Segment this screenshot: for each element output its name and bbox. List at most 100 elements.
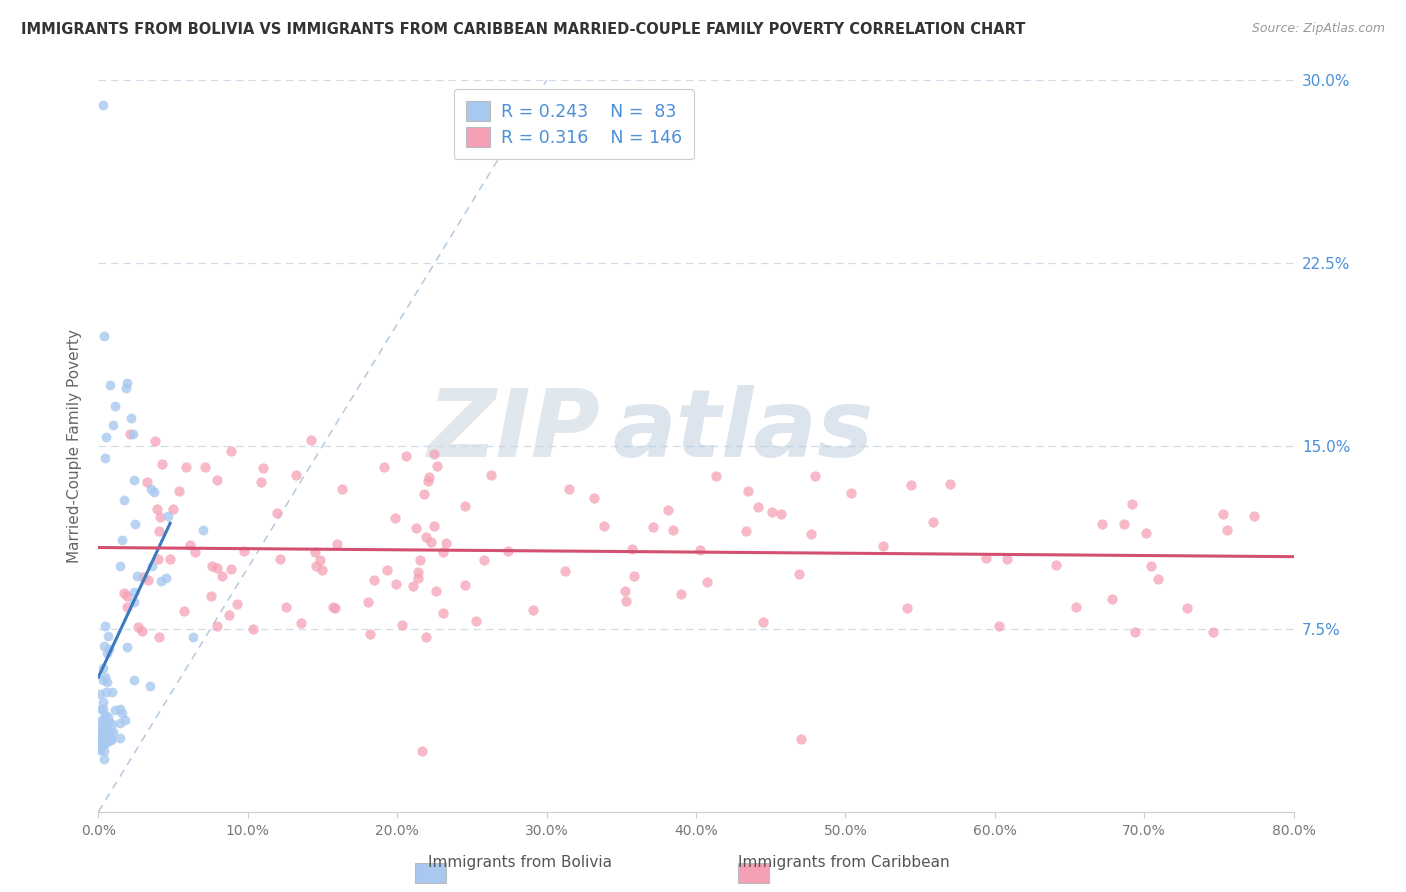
Point (115, 376, 138, 390)
Point (122, 673, 145, 687)
Point (412, 487, 434, 501)
Point (93, 720, 115, 734)
Point (122, 473, 145, 487)
Point (304, 545, 326, 559)
Point (305, 558, 328, 573)
Point (97, 641, 120, 656)
Point (93, 619, 115, 633)
Point (432, 606, 454, 620)
Point (395, 449, 418, 463)
Point (117, 600, 139, 615)
Point (91, 737, 114, 751)
Point (465, 615, 488, 629)
Point (181, 630, 204, 644)
Point (426, 458, 449, 473)
Point (770, 507, 793, 521)
Point (115, 640, 138, 654)
Point (325, 537, 347, 551)
Point (93, 329, 115, 343)
Point (110, 533, 132, 547)
Point (150, 574, 173, 589)
Point (385, 577, 408, 591)
Point (97, 629, 120, 643)
Point (115, 381, 138, 395)
Point (179, 538, 201, 552)
Point (322, 600, 344, 615)
Point (900, 478, 922, 492)
Point (138, 574, 160, 588)
Point (91, 673, 114, 687)
Point (176, 459, 198, 474)
Point (91, 722, 114, 736)
Point (405, 521, 427, 535)
Point (896, 601, 918, 615)
Point (623, 569, 645, 583)
Point (173, 604, 195, 618)
Y-axis label: Married-Couple Family Poverty: Married-Couple Family Poverty (67, 329, 83, 563)
Point (735, 524, 758, 539)
Point (121, 426, 143, 441)
Point (205, 473, 228, 487)
Point (411, 744, 433, 758)
Point (1045, 558, 1067, 572)
Point (415, 530, 437, 544)
Point (101, 717, 124, 731)
Point (373, 459, 395, 474)
Point (100, 732, 122, 747)
Point (124, 517, 146, 532)
Point (98, 725, 121, 739)
Text: atlas: atlas (613, 385, 873, 477)
Point (1147, 573, 1170, 587)
Point (252, 461, 274, 475)
Point (143, 485, 166, 500)
Point (111, 706, 134, 720)
Point (357, 595, 380, 609)
Point (290, 615, 312, 630)
Point (200, 589, 222, 603)
Point (89, 687, 111, 701)
Point (557, 482, 579, 496)
Point (409, 552, 432, 566)
Point (194, 459, 217, 474)
Point (131, 624, 153, 638)
Point (91, 726, 114, 740)
Point (974, 551, 997, 566)
Point (93, 744, 115, 758)
Point (737, 484, 759, 499)
Point (93, 695, 115, 709)
Point (1202, 625, 1225, 640)
Point (804, 469, 827, 483)
Point (122, 585, 145, 599)
Text: Immigrants from Caribbean: Immigrants from Caribbean (738, 855, 949, 870)
Point (139, 679, 162, 693)
Point (384, 510, 406, 524)
Point (800, 526, 823, 541)
Point (87, 729, 110, 743)
Point (789, 731, 811, 746)
Point (101, 417, 124, 432)
Point (90, 734, 112, 748)
Point (432, 545, 454, 559)
Point (641, 520, 664, 534)
Point (96, 674, 118, 689)
Point (104, 399, 127, 413)
Point (987, 619, 1010, 633)
Point (1215, 523, 1237, 537)
Point (93, 737, 115, 751)
Point (408, 565, 430, 579)
Point (201, 558, 224, 573)
Point (249, 475, 271, 489)
Point (96, 735, 118, 749)
Point (155, 571, 177, 585)
Point (167, 483, 190, 498)
Point (614, 594, 637, 608)
Point (87, 734, 110, 748)
Point (96, 646, 118, 660)
Point (1064, 600, 1087, 615)
Point (661, 523, 683, 537)
Point (108, 715, 131, 730)
Point (614, 583, 637, 598)
Point (1123, 625, 1146, 640)
Point (100, 685, 122, 699)
Point (93, 752, 115, 766)
